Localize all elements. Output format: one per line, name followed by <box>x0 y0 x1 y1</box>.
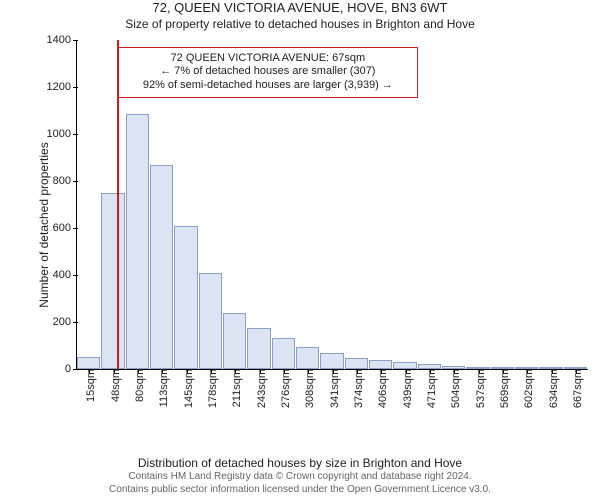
y-tick-label: 600 <box>53 222 77 234</box>
x-tick-label: 178sqm <box>203 369 219 408</box>
chart-area: Number of detached properties 0200400600… <box>38 40 588 410</box>
x-tick-label: 80sqm <box>130 369 146 402</box>
plot-region: 020040060080010001200140015sqm48sqm80sqm… <box>76 40 588 370</box>
histogram-bar <box>150 165 173 369</box>
x-tick-label: 634sqm <box>544 369 560 408</box>
histogram-bar <box>296 347 319 369</box>
histogram-bar <box>199 273 222 369</box>
histogram-bar <box>223 313 246 369</box>
x-tick-label: 276sqm <box>276 369 292 408</box>
x-tick-label: 504sqm <box>446 369 462 408</box>
histogram-bar <box>393 362 416 369</box>
histogram-bar <box>174 226 197 369</box>
annotation-box: 72 QUEEN VICTORIA AVENUE: 67sqm← 7% of d… <box>118 47 418 98</box>
histogram-bar <box>101 193 124 369</box>
x-tick-label: 145sqm <box>179 369 195 408</box>
x-tick-label: 113sqm <box>154 369 170 407</box>
y-tick-label: 200 <box>53 316 77 328</box>
x-axis-label: Distribution of detached houses by size … <box>0 456 600 470</box>
x-tick-label: 243sqm <box>252 369 268 408</box>
histogram-bar <box>126 114 149 369</box>
x-tick-label: 308sqm <box>300 369 316 408</box>
histogram-bar <box>77 357 100 369</box>
x-tick-label: 341sqm <box>325 369 341 408</box>
annotation-line: ← 7% of detached houses are smaller (307… <box>127 65 409 79</box>
x-tick-label: 537sqm <box>471 369 487 408</box>
x-tick-label: 471sqm <box>422 369 438 408</box>
annotation-line: 72 QUEEN VICTORIA AVENUE: 67sqm <box>127 52 409 66</box>
x-tick-label: 602sqm <box>519 369 535 408</box>
x-tick-label: 374sqm <box>349 369 365 408</box>
page-subtitle: Size of property relative to detached ho… <box>0 17 600 31</box>
page-title: 72, QUEEN VICTORIA AVENUE, HOVE, BN3 6WT <box>0 0 600 15</box>
x-tick-label: 15sqm <box>81 369 97 402</box>
x-tick-label: 439sqm <box>398 369 414 408</box>
histogram-bar <box>320 353 343 369</box>
attribution-footer: Contains HM Land Registry data © Crown c… <box>0 471 600 496</box>
x-tick-label: 48sqm <box>106 369 122 402</box>
y-tick-label: 0 <box>65 363 77 375</box>
y-axis-label: Number of detached properties <box>37 142 51 307</box>
histogram-bar <box>369 360 392 369</box>
y-tick-label: 1400 <box>47 34 77 46</box>
y-tick-label: 400 <box>53 269 77 281</box>
x-tick-label: 406sqm <box>373 369 389 408</box>
y-tick-label: 1200 <box>47 81 77 93</box>
histogram-bar <box>247 328 270 369</box>
annotation-line: 92% of semi-detached houses are larger (… <box>127 79 409 93</box>
x-tick-label: 569sqm <box>495 369 511 408</box>
x-tick-label: 211sqm <box>227 369 243 407</box>
y-tick-label: 1000 <box>47 128 77 140</box>
x-tick-label: 667sqm <box>568 369 584 408</box>
histogram-bar <box>272 338 295 369</box>
y-tick-label: 800 <box>53 175 77 187</box>
footer-line: Contains public sector information licen… <box>0 484 600 497</box>
footer-line: Contains HM Land Registry data © Crown c… <box>0 471 600 484</box>
histogram-bar <box>345 358 368 369</box>
